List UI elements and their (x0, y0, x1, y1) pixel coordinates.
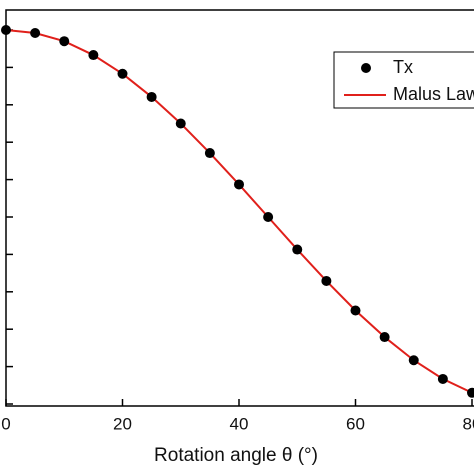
legend-label: Malus Law (393, 84, 474, 104)
data-point (88, 50, 99, 61)
data-point (146, 91, 157, 102)
data-point (467, 387, 474, 398)
x-tick-label: 20 (113, 414, 132, 433)
data-point (437, 373, 448, 384)
legend-marker (361, 63, 371, 73)
data-point (292, 244, 303, 255)
data-point (30, 27, 41, 38)
data-point (379, 332, 390, 343)
data-point (204, 148, 215, 159)
data-point (1, 25, 11, 35)
x-axis-label: Rotation angle θ (°) (154, 445, 318, 466)
x-tick-label: 40 (230, 414, 249, 433)
x-tick-label: 60 (346, 414, 365, 433)
data-point (175, 118, 186, 129)
data-point (117, 68, 128, 79)
data-point (321, 275, 332, 286)
legend-label: Tx (393, 57, 413, 77)
data-point (408, 355, 419, 366)
data-point (234, 179, 244, 190)
plot-frame (5, 9, 474, 407)
x-tick-label: 0 (1, 414, 10, 433)
x-tick-label: 80 (463, 414, 474, 433)
data-point (59, 36, 70, 47)
data-point (263, 212, 274, 222)
data-point (350, 305, 361, 316)
legend-box (333, 51, 474, 109)
